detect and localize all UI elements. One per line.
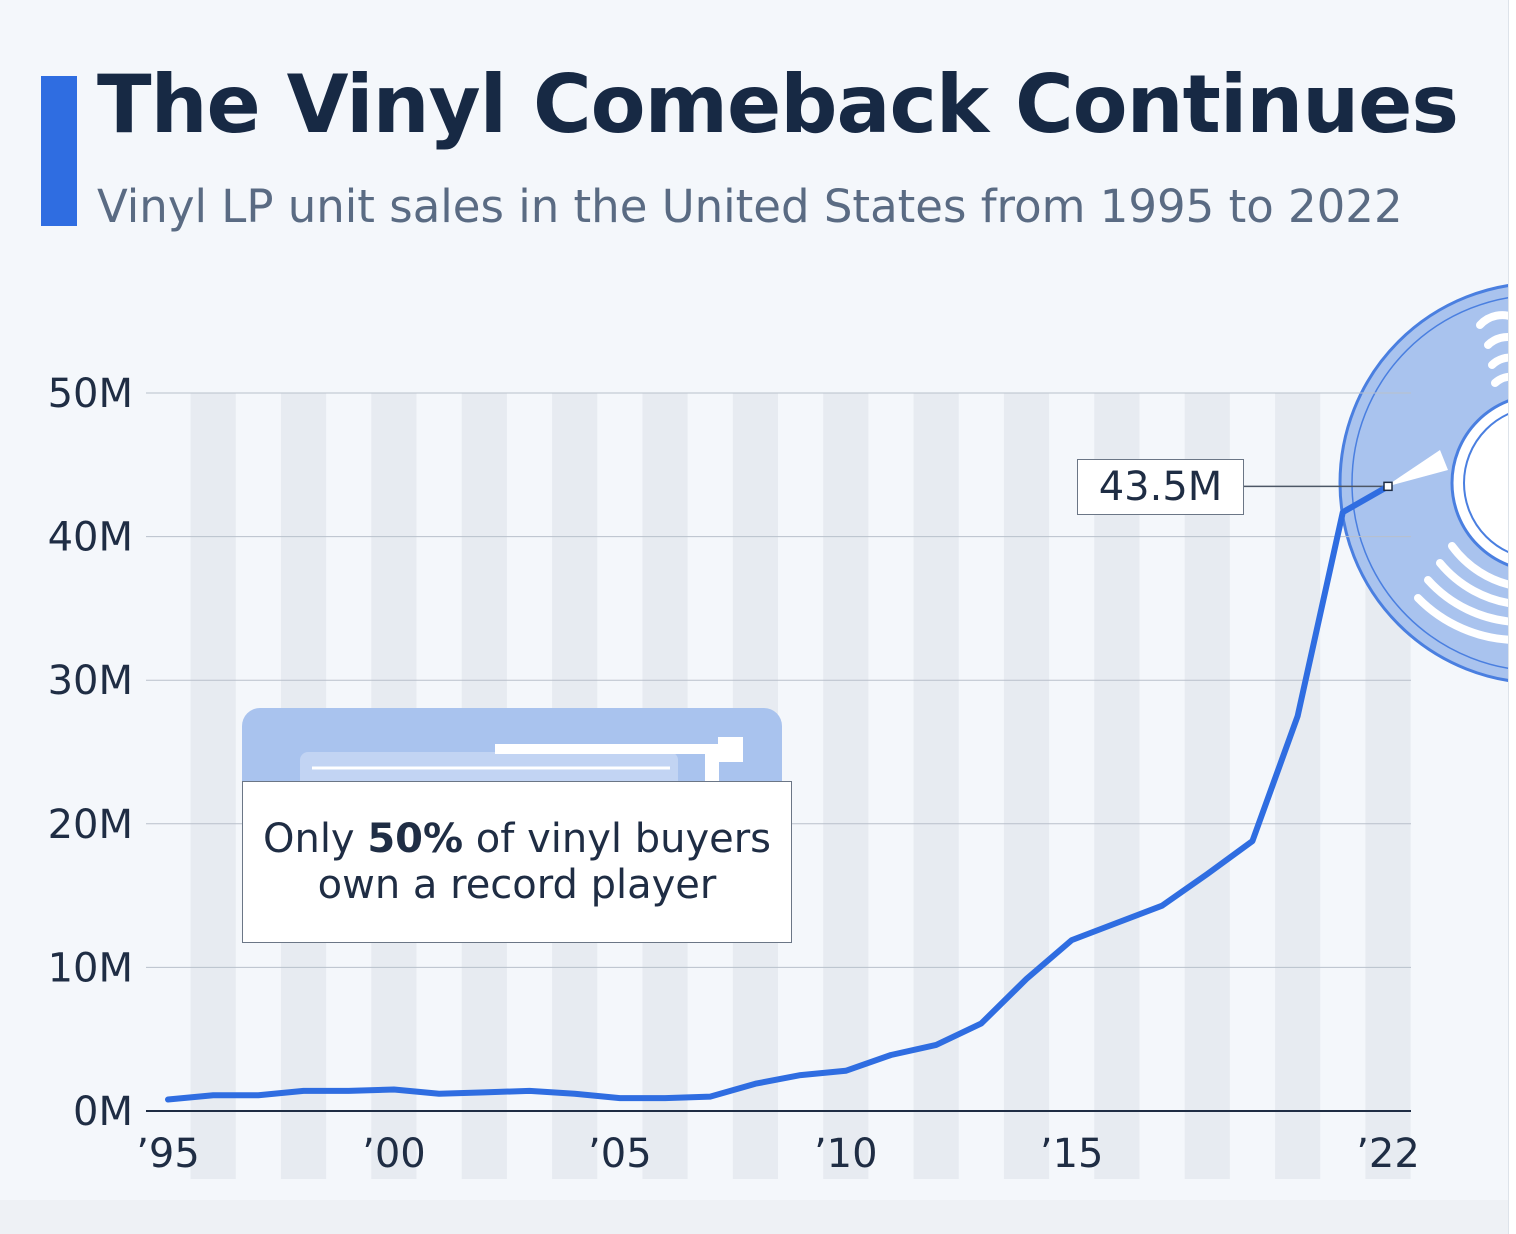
year-stripe bbox=[823, 393, 869, 1179]
series-point bbox=[301, 1088, 307, 1094]
series-point bbox=[978, 1020, 984, 1026]
gridlines bbox=[146, 392, 1411, 968]
line-chart: 0M 10M 20M 30M 40M 50M ’95 ’00 ’05 ’10 ’15 ’22 bbox=[48, 284, 1508, 1179]
callout-text-after: of vinyl buyers own a record player bbox=[317, 816, 772, 908]
x-axis-ticks: ’95 ’00 ’05 ’10 ’15 ’22 bbox=[136, 1131, 1420, 1177]
y-tick-label: 20M bbox=[48, 802, 133, 848]
x-tick-label: ’10 bbox=[814, 1131, 878, 1177]
year-stripe bbox=[1094, 393, 1140, 1179]
series-point bbox=[752, 1081, 758, 1087]
y-axis-ticks: 0M 10M 20M 30M 40M 50M bbox=[48, 371, 133, 1135]
y-tick-label: 0M bbox=[73, 1089, 133, 1135]
series-point bbox=[346, 1088, 352, 1094]
chart-subtitle: Vinyl LP unit sales in the United States… bbox=[97, 180, 1403, 233]
title-accent-bar bbox=[41, 76, 77, 226]
y-tick-label: 30M bbox=[48, 658, 133, 704]
series-point bbox=[662, 1095, 668, 1101]
series-point bbox=[1295, 713, 1301, 719]
last-value-label: 43.5M bbox=[1077, 459, 1244, 515]
x-tick-label: ’95 bbox=[136, 1131, 200, 1177]
year-stripe bbox=[190, 393, 236, 1179]
chart-title: The Vinyl Comeback Continues bbox=[97, 58, 1459, 151]
series-points bbox=[165, 481, 1393, 1103]
series-point bbox=[1069, 937, 1075, 943]
x-tick-label: ’00 bbox=[362, 1131, 426, 1177]
y-tick-label: 10M bbox=[48, 945, 133, 991]
year-stripe bbox=[1003, 393, 1050, 1179]
series-point bbox=[1340, 509, 1346, 515]
x-tick-label: ’22 bbox=[1356, 1131, 1420, 1177]
series-point bbox=[526, 1088, 532, 1094]
year-stripe bbox=[1275, 393, 1321, 1179]
series-point bbox=[888, 1052, 894, 1058]
series-point bbox=[617, 1095, 623, 1101]
series-point bbox=[255, 1092, 261, 1098]
series-point bbox=[1114, 920, 1120, 926]
series-point bbox=[1249, 838, 1255, 844]
series-point bbox=[798, 1072, 804, 1078]
series-point bbox=[707, 1094, 713, 1100]
callout-box: Only 50% of vinyl buyers own a record pl… bbox=[242, 781, 792, 943]
series-point bbox=[843, 1068, 849, 1074]
series-point bbox=[572, 1091, 578, 1097]
series-point bbox=[481, 1089, 487, 1095]
series-line bbox=[165, 483, 1391, 1103]
scrollbar-edge bbox=[1508, 0, 1516, 1234]
series-point bbox=[1024, 976, 1030, 982]
callout-highlight: 50% bbox=[367, 816, 464, 862]
series-point bbox=[933, 1042, 939, 1048]
bottom-edge bbox=[0, 1200, 1508, 1234]
year-stripe bbox=[1184, 393, 1230, 1179]
year-stripe bbox=[913, 393, 959, 1179]
y-tick-label: 50M bbox=[48, 371, 133, 417]
y-tick-label: 40M bbox=[48, 515, 133, 561]
series-point bbox=[1204, 871, 1210, 877]
x-tick-label: ’15 bbox=[1040, 1131, 1104, 1177]
vinyl-record-illustration bbox=[1338, 284, 1508, 682]
series-point bbox=[165, 1097, 171, 1103]
series-point bbox=[1159, 903, 1165, 909]
chart-card: The Vinyl Comeback Continues Vinyl LP un… bbox=[41, 58, 1508, 1179]
callout-text-before: Only bbox=[262, 816, 355, 862]
series-point bbox=[391, 1086, 397, 1092]
series-point bbox=[1383, 481, 1393, 492]
x-tick-label: ’05 bbox=[588, 1131, 652, 1177]
series-point bbox=[436, 1091, 442, 1097]
series-point bbox=[210, 1092, 216, 1098]
